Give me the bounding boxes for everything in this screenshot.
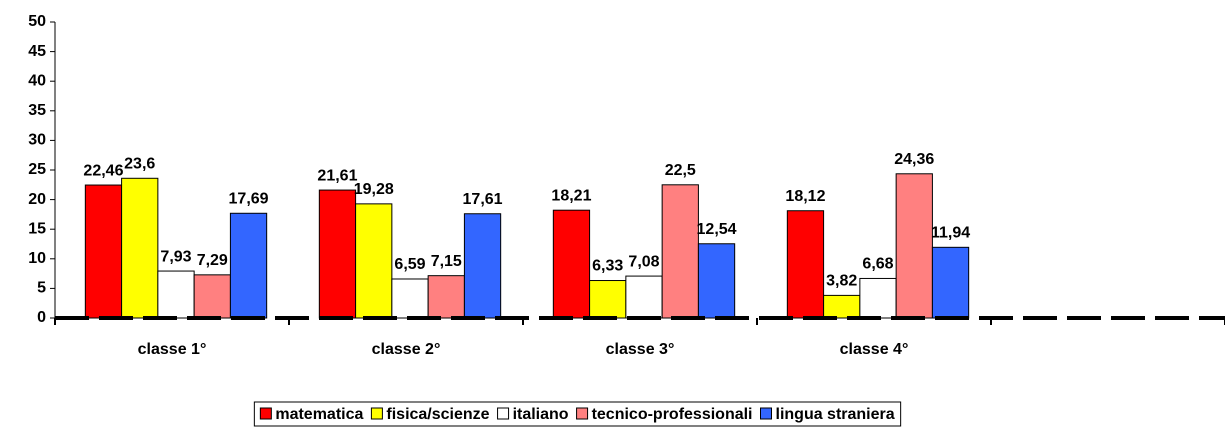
x-tick-label: classe 1° — [138, 341, 207, 358]
y-tick-label: 50 — [28, 13, 46, 30]
legend: matematica fisica/scienze italiano tecnico-… — [253, 401, 902, 427]
bar — [193, 274, 231, 319]
value-label: 7,15 — [431, 253, 462, 270]
bar — [823, 294, 861, 319]
bar — [625, 275, 663, 319]
bar — [391, 278, 429, 319]
bar — [463, 213, 502, 319]
value-label: 18,12 — [785, 188, 825, 205]
bar — [318, 189, 357, 319]
bar — [427, 275, 465, 319]
legend-label: tecnico-professionali — [592, 406, 753, 423]
bar — [895, 173, 933, 319]
value-label: 18,21 — [551, 187, 591, 204]
value-label: 7,08 — [628, 253, 659, 270]
bar — [589, 280, 627, 319]
y-tick-label: 5 — [37, 280, 46, 297]
value-label: 22,5 — [665, 162, 696, 179]
value-label: 17,61 — [463, 191, 503, 208]
y-tick-label: 45 — [28, 43, 46, 60]
value-label: 6,59 — [394, 256, 425, 273]
y-tick-label: 20 — [28, 191, 46, 208]
bar — [121, 177, 159, 319]
y-tick-label: 10 — [28, 250, 46, 267]
bar — [552, 209, 591, 319]
value-label: 19,28 — [354, 181, 394, 198]
bar — [661, 184, 699, 319]
value-label: 7,29 — [197, 252, 228, 269]
y-tick-label: 0 — [37, 309, 46, 326]
legend-label: italiano — [513, 406, 569, 423]
value-label: 21,61 — [317, 167, 357, 184]
value-label: 12,54 — [697, 221, 737, 238]
bar — [786, 210, 825, 319]
legend-label: fisica/scienze — [386, 406, 489, 423]
bar — [931, 246, 970, 319]
value-label: 6,68 — [862, 256, 893, 273]
legend-label: matematica — [275, 406, 363, 423]
value-label: 11,94 — [931, 225, 970, 242]
y-tick-label: 15 — [28, 220, 46, 237]
bar — [229, 212, 268, 319]
x-tick-label: classe 2° — [372, 341, 441, 358]
legend-swatch — [259, 407, 272, 420]
x-tick-label: classe 4° — [840, 341, 909, 358]
value-label: 7,93 — [160, 248, 191, 265]
y-tick-label: 35 — [28, 102, 46, 119]
value-label: 24,36 — [894, 151, 934, 168]
legend-swatch — [760, 407, 772, 420]
legend-label: lingua straniera — [776, 406, 895, 423]
y-tick-label: 30 — [28, 132, 46, 149]
legend-swatch — [576, 407, 589, 420]
value-label: 23,6 — [124, 156, 155, 173]
value-label: 22,46 — [83, 162, 123, 179]
value-label: 6,33 — [592, 258, 623, 275]
bar — [859, 277, 897, 319]
value-label: 17,69 — [229, 190, 269, 207]
bar — [84, 184, 123, 319]
x-tick-label: classe 3° — [606, 341, 675, 358]
y-tick-label: 40 — [28, 72, 46, 89]
y-tick-label: 25 — [28, 161, 46, 178]
legend-swatch — [370, 407, 383, 420]
value-label: 3,82 — [826, 273, 857, 290]
bar — [355, 203, 393, 319]
legend-swatch — [497, 407, 510, 420]
bar — [157, 270, 195, 319]
bar — [697, 243, 736, 319]
